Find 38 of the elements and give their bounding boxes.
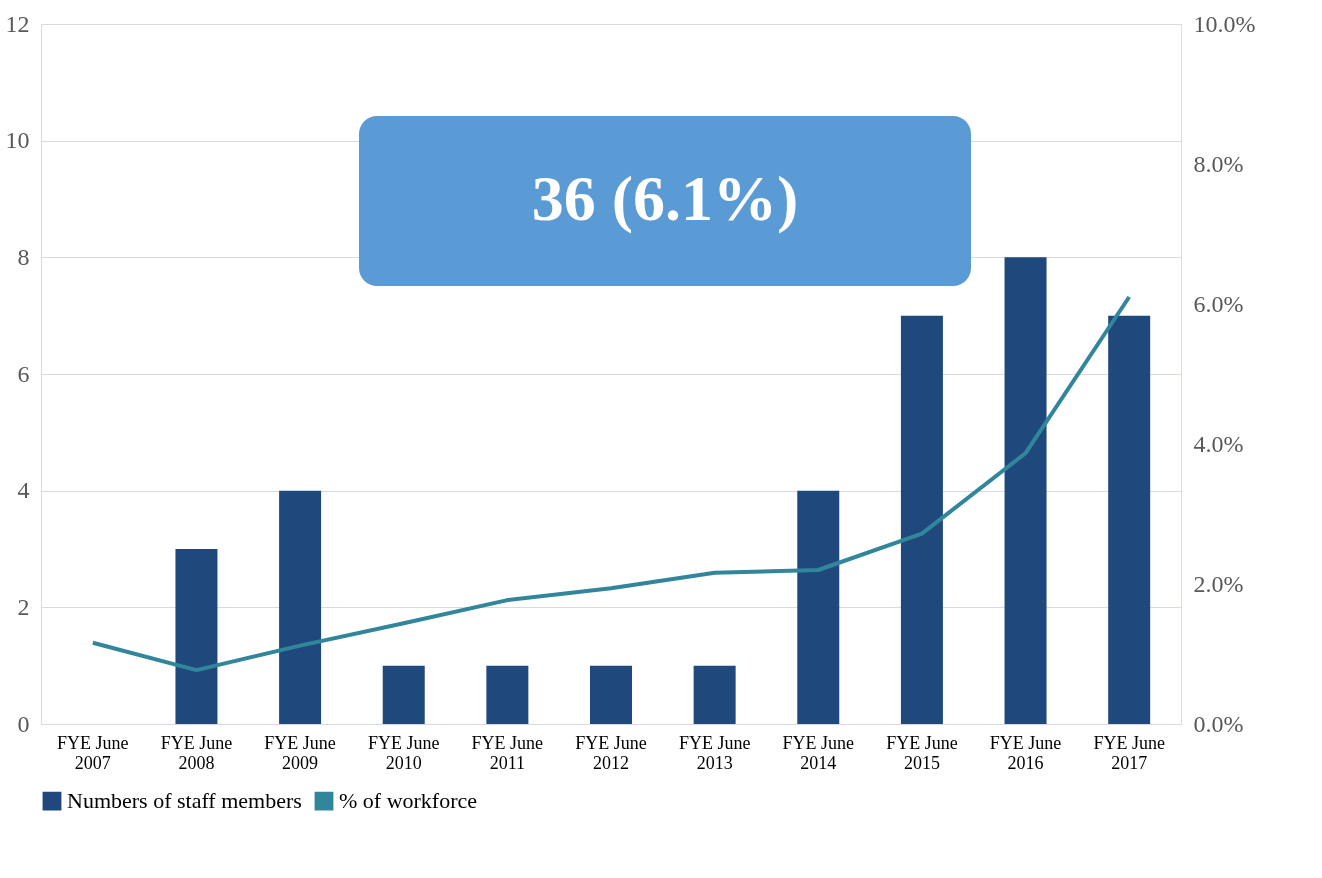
x-tick-label: FYE June 2013 <box>678 732 751 773</box>
x-tick-label: FYE June 2014 <box>782 732 855 773</box>
y-tick-label: 6 <box>17 360 30 387</box>
y2-tick-label: 6.0% <box>1193 290 1244 317</box>
x-tick-label: FYE June 2016 <box>989 732 1062 773</box>
legend-label: Numbers of staff members <box>67 788 302 814</box>
y-tick-label: 8 <box>17 243 30 270</box>
x-tick-label: FYE June 2012 <box>575 732 647 773</box>
bar <box>590 665 632 724</box>
x-tick-label: FYE June 2010 <box>367 732 440 773</box>
x-tick-label: FYE June 2007 <box>57 732 129 773</box>
y-tick-label: 2 <box>17 593 30 620</box>
y2-tick-label: 0.0% <box>1193 710 1244 737</box>
x-tick-label: FYE June 2009 <box>264 732 336 773</box>
y-tick-label: 0 <box>17 710 30 737</box>
annotation: 36 (6.1%) <box>531 163 799 234</box>
x-tick-label: FYE June 2015 <box>886 732 958 773</box>
bar <box>175 549 218 724</box>
bar <box>1108 315 1151 724</box>
y2-tick-label: 10.0% <box>1193 10 1256 37</box>
y2-tick-label: 8.0% <box>1193 150 1244 177</box>
line-series <box>90 295 1132 673</box>
y-tick-label: 4 <box>17 477 30 504</box>
y-tick-label: 10 <box>5 127 30 154</box>
bar <box>900 315 943 724</box>
y-tick-label: 12 <box>5 10 30 37</box>
legend-label: % of workforce <box>339 788 478 814</box>
bar <box>279 490 322 724</box>
y2-tick-label: 4.0% <box>1193 430 1244 457</box>
y2-tick-label: 2.0% <box>1193 570 1244 597</box>
bar <box>382 665 425 724</box>
bar <box>693 665 736 724</box>
bar <box>486 665 529 724</box>
x-tick-label: FYE June 2008 <box>160 732 233 773</box>
x-tick-label: FYE June 2011 <box>471 732 544 773</box>
bar <box>797 490 840 724</box>
bar <box>1004 257 1047 724</box>
x-tick-label: FYE June 2017 <box>1093 732 1165 773</box>
